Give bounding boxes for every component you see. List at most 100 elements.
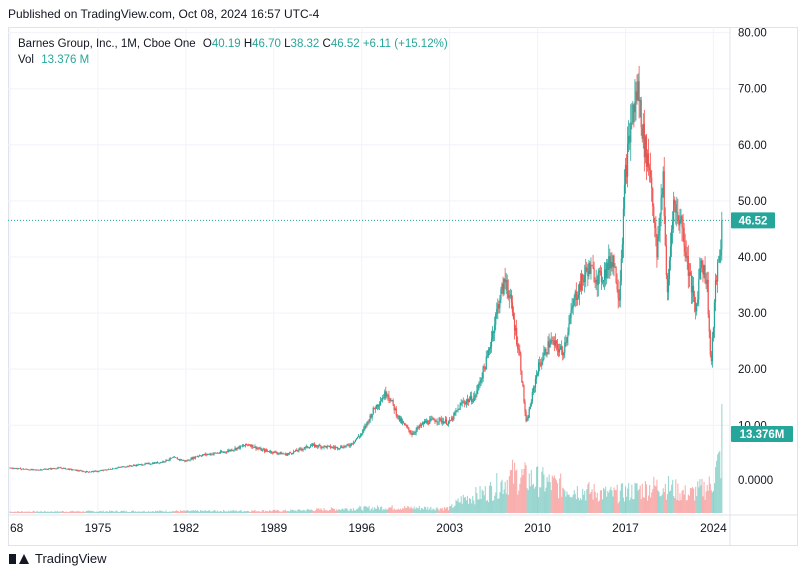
volume-bar [181,510,183,513]
candle-body [140,464,142,465]
volume-bar [271,511,273,513]
candle-body [535,375,538,379]
candle-body [251,444,253,447]
volume-bar [367,507,369,513]
candle-body [709,331,711,355]
candle-body [122,466,124,468]
volume-bar [495,492,497,513]
volume-bar [13,511,15,513]
candle-body [252,444,254,448]
volume-bar [290,509,292,513]
candle-body [473,397,475,402]
volume-bar [23,512,25,513]
candle-body [124,467,126,468]
volume-bar [483,495,485,513]
volume-bar [264,510,267,513]
volume-bar [573,490,575,513]
candle-body [218,452,220,454]
volume-bar [10,511,12,513]
volume-bar [24,511,26,513]
candle-body [465,401,467,404]
candle-body [357,436,360,438]
volume-bar [308,509,310,513]
volume-bar [104,511,106,513]
volume-bar [34,512,36,513]
candle-body [453,413,455,420]
candle-body [699,268,701,280]
y-tick-label: 40.00 [738,252,767,264]
volume-bar [172,511,174,513]
candle-body [718,261,720,263]
volume-bar [234,511,236,513]
volume-bar [288,511,291,513]
volume-bar [279,511,281,513]
volume-bar [75,511,77,513]
candle-body [688,272,690,277]
candle-body [352,442,354,444]
volume-bar [660,496,662,513]
candle-body [651,177,653,188]
candle-body [339,448,341,449]
candle-body [652,187,654,207]
candle-body [672,221,674,230]
volume-bar [274,509,276,513]
candle-body [132,465,135,466]
volume-bar [230,510,232,513]
volume-bar [369,510,371,513]
volume-bar [59,511,61,513]
volume-bar [566,491,568,513]
volume-bar [63,512,66,513]
volume-bar [200,510,202,513]
volume-bar [395,509,397,513]
candle-body [598,270,600,273]
volume-bar [331,508,334,513]
volume-bar [270,510,272,513]
volume-bar [601,499,604,513]
candle-body [678,219,680,226]
volume-bar [546,477,548,513]
volume-bar [469,498,471,513]
volume-bar [19,511,22,513]
candle-body [551,340,553,341]
volume-bar [354,510,357,513]
candle-body [311,444,314,446]
volume-bar [698,487,700,513]
volume-bar [51,511,53,513]
volume-bar [500,481,502,513]
candle-body [658,230,660,236]
volume-bar [362,510,364,513]
candle-body [245,443,248,445]
x-tick-label: 1982 [173,521,200,535]
volume-bar [49,512,51,513]
candle-body [103,469,105,471]
candle-body [592,265,594,268]
volume-bar [387,508,389,513]
legend-close-label: C [322,38,331,50]
volume-bar [499,492,501,513]
candle-body [33,469,35,470]
price-chart[interactable]: 80.0070.0060.0050.0040.0030.0020.0010.00… [8,27,798,546]
volume-bar [457,498,459,513]
volume-bar [349,508,351,513]
volume-bar [586,489,588,513]
candle-body [586,267,588,271]
candle-body [707,279,709,315]
candle-body [415,429,417,433]
volume-bar [560,473,562,513]
volume-bar [683,494,685,513]
volume-bar [316,508,318,513]
candle-body [260,448,262,451]
candle-body [546,353,548,355]
volume-bar [301,510,303,513]
volume-bar [299,509,301,513]
footer-brand[interactable]: TradingView [9,551,107,566]
candle-body [458,408,460,410]
candle-body [593,267,595,282]
candle-body [599,270,601,272]
volume-bar [364,505,366,513]
volume-bar [407,505,409,513]
volume-bar [318,508,320,513]
candle-body [281,453,283,455]
volume-bar [112,511,114,513]
volume-bar [477,499,479,513]
